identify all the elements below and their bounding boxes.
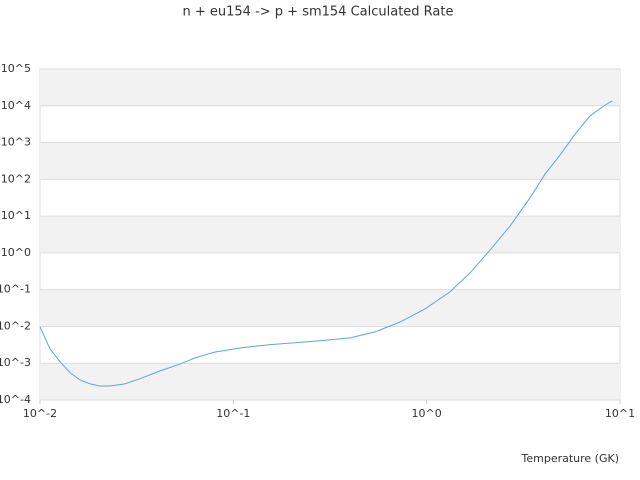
grid-band — [40, 69, 620, 106]
y-tick-label: 10^2 — [1, 172, 31, 185]
x-axis-label: Temperature (GK) — [521, 452, 620, 465]
grid-band — [40, 363, 620, 400]
grid-band — [40, 216, 620, 253]
y-tick-label: 10^-1 — [0, 283, 31, 296]
y-tick-label: 10^5 — [1, 62, 31, 75]
data-line — [39, 100, 613, 387]
y-tick-label: 10^-4 — [0, 393, 31, 406]
x-tick-label: 10^1 — [605, 407, 635, 420]
y-tick-label: 10^4 — [1, 99, 31, 112]
chart-title: n + eu154 -> p + sm154 Calculated Rate — [183, 5, 454, 20]
x-tick-label: 10^-2 — [23, 407, 57, 420]
grid-band — [40, 289, 620, 327]
y-tick-label: 10^1 — [1, 209, 31, 222]
y-tick-label: 10^0 — [1, 246, 31, 259]
grid-band — [40, 142, 620, 180]
x-tick-label: 10^0 — [412, 407, 442, 420]
x-tick-label: 10^-1 — [216, 407, 250, 420]
y-tick-label: 10^-3 — [0, 356, 31, 369]
y-tick-label: 10^3 — [1, 136, 31, 149]
y-tick-label: 10^-2 — [0, 319, 31, 332]
